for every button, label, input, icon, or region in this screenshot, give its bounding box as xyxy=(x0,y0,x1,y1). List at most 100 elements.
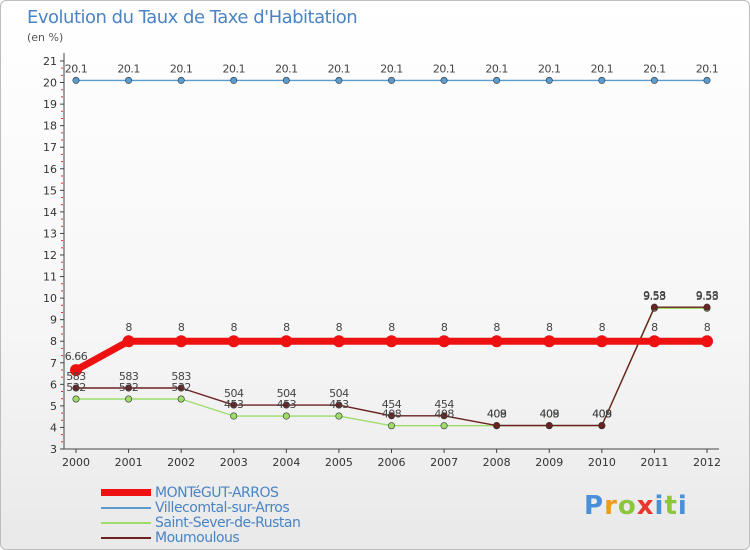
data-point xyxy=(438,335,451,348)
data-point xyxy=(440,422,448,430)
data-point xyxy=(543,335,556,348)
y-tick-label: 18 xyxy=(43,120,57,133)
legend-swatch xyxy=(101,506,151,509)
data-point xyxy=(650,303,658,311)
data-label: 20.1 xyxy=(643,62,666,75)
legend-swatch xyxy=(101,521,151,524)
data-point xyxy=(440,76,448,84)
data-label: 8 xyxy=(283,321,290,334)
data-label: 20.1 xyxy=(538,62,561,75)
data-label: 453 xyxy=(277,398,297,411)
legend-label: Moumoulous xyxy=(155,529,240,546)
data-point xyxy=(177,395,185,403)
data-label: 20.1 xyxy=(485,62,508,75)
y-tick-label: 17 xyxy=(43,141,57,154)
data-label: 408 xyxy=(434,408,454,421)
data-point xyxy=(282,76,290,84)
y-tick-label: 7 xyxy=(50,357,57,370)
data-label: 583 xyxy=(66,370,86,383)
x-tick-label: 2004 xyxy=(272,456,300,469)
data-point xyxy=(595,335,608,348)
data-point xyxy=(175,335,188,348)
data-label: 504 xyxy=(329,387,349,400)
data-point xyxy=(598,422,606,430)
legend-item: Villecomtal-sur-Arros xyxy=(101,499,300,516)
data-point xyxy=(230,401,238,409)
data-point xyxy=(703,303,711,311)
legend-label: MONTéGUT-ARROS xyxy=(155,484,279,501)
data-point xyxy=(493,76,501,84)
y-tick-label: 3 xyxy=(50,443,57,456)
data-label: 454 xyxy=(382,398,402,411)
data-label: 583 xyxy=(171,370,191,383)
data-label: 504 xyxy=(277,387,297,400)
y-tick-label: 5 xyxy=(50,400,57,413)
data-point xyxy=(335,412,343,420)
y-tick-label: 11 xyxy=(43,271,57,284)
data-label: 8 xyxy=(704,321,711,334)
data-label: 8 xyxy=(441,321,448,334)
data-point xyxy=(230,76,238,84)
data-point xyxy=(230,412,238,420)
chart-legend: MONTéGUT-ARROS Villecomtal-sur-Arros Saint… xyxy=(101,484,301,546)
data-point xyxy=(125,395,133,403)
data-point xyxy=(335,401,343,409)
y-tick-label: 4 xyxy=(50,421,57,434)
data-point xyxy=(282,412,290,420)
data-point xyxy=(598,76,606,84)
data-label: 8 xyxy=(599,321,606,334)
data-label: 8 xyxy=(546,321,553,334)
y-tick-label: 13 xyxy=(43,227,57,240)
data-point xyxy=(72,76,80,84)
logo-letter: x xyxy=(636,491,655,521)
data-point xyxy=(72,395,80,403)
data-label: 9.53 xyxy=(696,290,719,303)
data-label: 408 xyxy=(592,408,612,421)
data-label: 6.66 xyxy=(65,350,88,363)
data-point xyxy=(648,335,661,348)
data-point xyxy=(335,76,343,84)
chart-title: Evolution du Taux de Taxe d'Habitation xyxy=(27,7,358,28)
data-label: 8 xyxy=(388,321,395,334)
legend-label: Villecomtal-sur-Arros xyxy=(155,499,290,516)
data-label: 504 xyxy=(224,387,244,400)
data-label: 408 xyxy=(382,408,402,421)
data-label: 453 xyxy=(329,398,349,411)
x-tick-label: 2000 xyxy=(62,456,90,469)
y-tick-label: 8 xyxy=(50,335,57,348)
data-point xyxy=(125,384,133,392)
x-tick-label: 2010 xyxy=(588,456,616,469)
x-tick-label: 2008 xyxy=(483,456,511,469)
data-label: 9.53 xyxy=(643,290,666,303)
legend-item: MONTéGUT-ARROS xyxy=(101,484,300,501)
data-point xyxy=(703,76,711,84)
data-label: 9.58 xyxy=(643,289,666,302)
data-label: 20.1 xyxy=(117,62,140,75)
data-label: 8 xyxy=(231,321,238,334)
legend-swatch xyxy=(101,536,151,539)
data-point xyxy=(70,364,82,377)
data-label: 8 xyxy=(493,321,500,334)
logo-letter: t xyxy=(664,491,678,521)
x-tick-label: 2002 xyxy=(167,456,195,469)
data-point xyxy=(280,335,293,348)
data-point xyxy=(227,335,240,348)
data-label: 408 xyxy=(540,408,560,421)
data-label: 8 xyxy=(178,321,185,334)
legend-item: Moumoulous xyxy=(101,529,300,546)
data-point xyxy=(282,401,290,409)
legend-label: Saint-Sever-de-Rustan xyxy=(155,514,301,531)
x-tick-label: 2006 xyxy=(378,456,406,469)
chart-subtitle: (en %) xyxy=(27,31,64,44)
proxiti-logo: Proxiti xyxy=(584,491,688,521)
y-tick-label: 15 xyxy=(43,184,57,197)
legend-swatch xyxy=(101,489,151,496)
data-point xyxy=(177,384,185,392)
data-label: 20.1 xyxy=(223,62,246,75)
y-tick-label: 6 xyxy=(50,378,57,391)
data-point xyxy=(545,76,553,84)
data-label: 8 xyxy=(125,321,132,334)
logo-letter: i xyxy=(677,491,688,521)
logo-letter: r xyxy=(604,491,618,521)
